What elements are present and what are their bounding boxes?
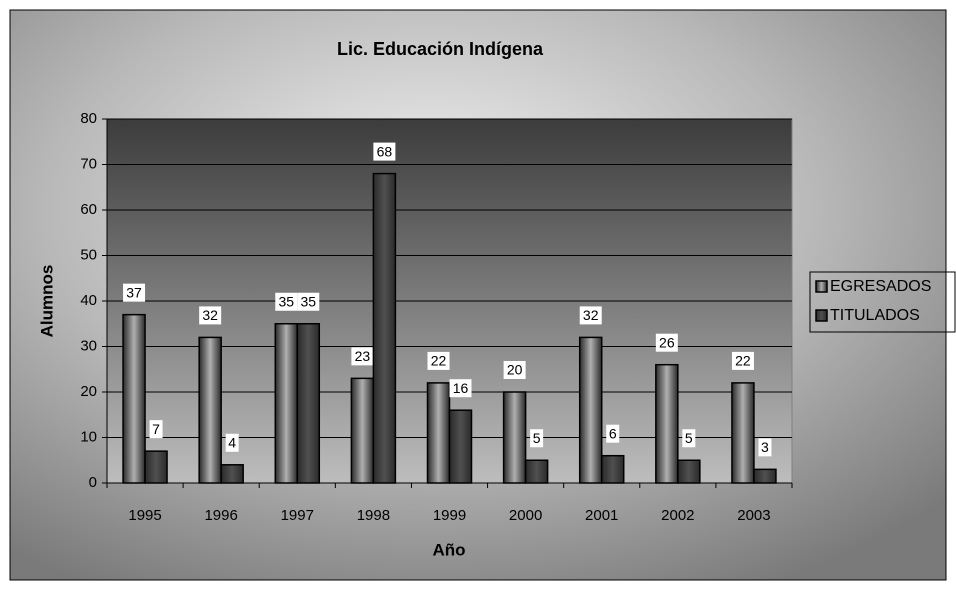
- bar: [731, 382, 755, 484]
- bar: [600, 454, 625, 484]
- data-label: 22: [431, 353, 447, 369]
- x-tick-label: 2003: [737, 507, 770, 524]
- x-tick-label: 2001: [585, 507, 618, 524]
- y-tick-label: 20: [80, 383, 97, 400]
- data-label-box: [123, 283, 146, 302]
- data-label-box: [149, 420, 163, 439]
- x-tick-label: 2002: [661, 507, 694, 524]
- x-tick-label: 1995: [128, 507, 161, 524]
- data-label-box: [731, 351, 754, 370]
- x-tick-label: 1997: [281, 507, 314, 524]
- y-tick-label: 0: [89, 474, 97, 491]
- bar: [753, 468, 777, 484]
- data-label: 22: [735, 353, 751, 369]
- data-label: 4: [228, 435, 236, 451]
- data-label: 5: [685, 430, 693, 446]
- y-tick-label: 80: [80, 110, 97, 127]
- y-tick-label: 60: [80, 201, 97, 218]
- bar: [655, 363, 679, 484]
- bar: [448, 409, 473, 484]
- x-axis-label: Año: [432, 540, 465, 559]
- data-label-box: [427, 351, 450, 370]
- data-label-box: [758, 438, 772, 457]
- data-label: 16: [453, 380, 469, 396]
- bar: [198, 336, 222, 484]
- data-label: 32: [583, 307, 599, 323]
- data-label-box: [351, 347, 374, 366]
- data-label: 3: [761, 439, 769, 455]
- data-label: 35: [278, 293, 294, 309]
- data-label-box: [655, 333, 678, 352]
- x-tick-label: 1999: [433, 507, 466, 524]
- bar: [677, 459, 701, 484]
- data-label: 35: [300, 293, 316, 309]
- data-label: 20: [507, 362, 523, 378]
- data-label-box: [579, 306, 602, 325]
- bar: [122, 313, 146, 484]
- data-label-box: [275, 292, 298, 311]
- data-label: 5: [533, 430, 541, 446]
- x-tick-label: 1998: [357, 507, 390, 524]
- data-label-box: [373, 142, 396, 161]
- data-label-box: [297, 292, 320, 311]
- data-label-box: [225, 433, 239, 452]
- legend-swatch: [815, 309, 828, 322]
- legend-label: TITULADOS: [830, 307, 920, 324]
- data-label: 7: [152, 421, 160, 437]
- y-tick-label: 30: [80, 337, 97, 354]
- y-tick-label: 70: [80, 155, 97, 172]
- data-label: 32: [202, 307, 218, 323]
- chart-title: Lic. Educación Indígena: [337, 39, 544, 59]
- data-label: 37: [126, 284, 142, 300]
- data-label-box: [606, 424, 620, 443]
- data-label: 23: [355, 348, 371, 364]
- legend-swatch: [815, 280, 828, 293]
- y-axis-label: Alumnos: [37, 265, 56, 338]
- data-label-box: [199, 306, 222, 325]
- bar: [524, 459, 549, 484]
- data-label: 26: [659, 334, 675, 350]
- legend-box: [809, 271, 956, 333]
- data-label-box: [503, 361, 526, 379]
- x-tick-label: 2000: [509, 507, 542, 524]
- bar: [144, 450, 168, 484]
- x-tick-label: 1996: [204, 507, 237, 524]
- data-label: 6: [609, 425, 617, 441]
- bar: [296, 323, 321, 484]
- bar: [502, 391, 527, 484]
- bar: [220, 464, 244, 484]
- bar: [350, 377, 375, 484]
- y-tick-label: 50: [80, 246, 97, 263]
- bar: [578, 336, 603, 484]
- legend-label: EGRESADOS: [830, 278, 931, 295]
- data-label: 68: [377, 143, 393, 159]
- y-tick-label: 40: [80, 292, 97, 309]
- bar: [426, 382, 451, 484]
- data-label-box: [449, 379, 472, 398]
- bar: [274, 323, 299, 484]
- data-label-box: [682, 429, 696, 448]
- bar: [372, 172, 397, 484]
- data-label-box: [530, 429, 544, 448]
- y-tick-label: 10: [80, 428, 97, 445]
